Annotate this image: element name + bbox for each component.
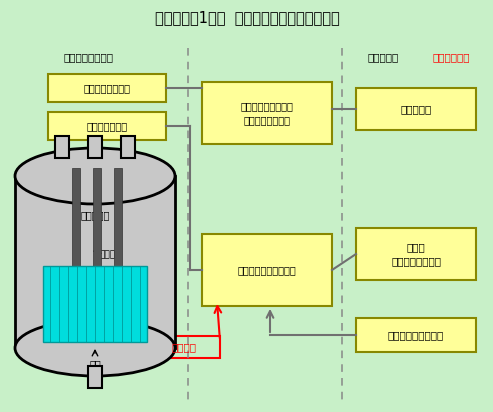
Bar [114,168,122,288]
Bar [356,228,476,280]
Bar [55,136,69,158]
Text: （信号処理回路）: （信号処理回路） [244,115,290,125]
Bar [88,136,102,158]
Text: 制御棒駆動装置制御盤: 制御棒駆動装置制御盤 [238,265,296,275]
Text: ステップカウンタ: ステップカウンタ [391,256,441,266]
Text: 制御棒操作スイッチ: 制御棒操作スイッチ [388,330,444,340]
Bar [148,336,220,358]
Text: 制御棒: 制御棒 [100,250,116,260]
Bar [202,234,332,306]
Bar [93,168,101,288]
Bar [356,88,476,130]
Text: （警報発信）: （警報発信） [432,52,470,62]
Ellipse shape [15,148,175,204]
Bar [43,266,147,342]
Text: 原子炉容器: 原子炉容器 [80,210,109,220]
Bar [121,136,135,158]
Text: 燃料: 燃料 [89,359,101,369]
Bar [48,74,166,102]
Bar [15,176,175,348]
Bar [48,112,166,140]
Bar [356,318,476,352]
Text: 当該箇所: 当該箇所 [172,342,197,352]
Text: 制御棒: 制御棒 [407,242,425,252]
Text: 原子炉格納容器内: 原子炉格納容器内 [63,52,113,62]
Text: 伊方発電所1号機  制御棒駆動回路概略系統図: 伊方発電所1号機 制御棒駆動回路概略系統図 [155,10,339,26]
Text: 制御棒位置指示装置: 制御棒位置指示装置 [241,101,293,111]
Bar [202,82,332,144]
Text: 中央制御室: 中央制御室 [367,52,399,62]
Text: 位置指示計: 位置指示計 [400,104,432,114]
Text: 制御棒駆動装置: 制御棒駆動装置 [86,121,128,131]
Text: 制御棒位置検出器: 制御棒位置検出器 [83,83,131,93]
Ellipse shape [15,320,175,376]
Bar [88,366,102,388]
Bar [72,168,80,288]
